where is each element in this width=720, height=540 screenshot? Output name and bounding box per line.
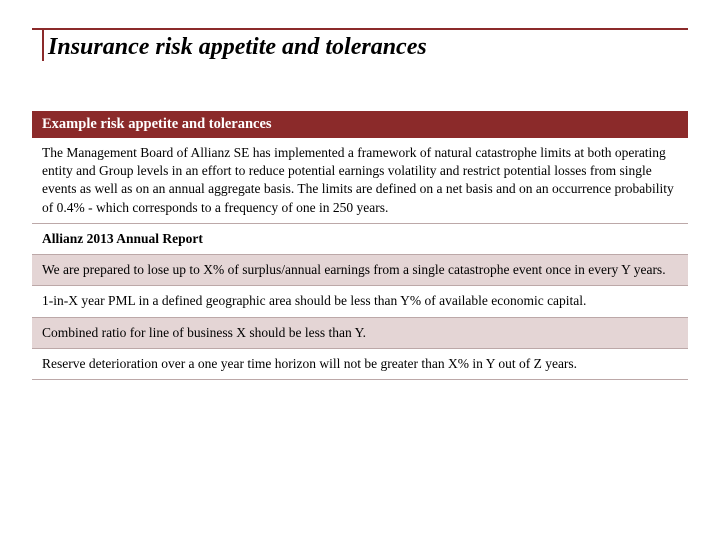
table-cell: Combined ratio for line of business X sh…	[32, 317, 688, 348]
table-row: Reserve deterioration over a one year ti…	[32, 348, 688, 379]
table-cell: 1-in-X year PML in a defined geographic …	[32, 286, 688, 317]
table-cell: The Management Board of Allianz SE has i…	[32, 138, 688, 223]
table-header-row: Example risk appetite and tolerances	[32, 111, 688, 138]
table-row: 1-in-X year PML in a defined geographic …	[32, 286, 688, 317]
table-row: We are prepared to lose up to X% of surp…	[32, 255, 688, 286]
title-box: Insurance risk appetite and tolerances	[42, 30, 688, 61]
table-row: The Management Board of Allianz SE has i…	[32, 138, 688, 223]
tolerances-table: Example risk appetite and tolerances The…	[32, 111, 688, 380]
table-row: Allianz 2013 Annual Report	[32, 223, 688, 254]
slide-container: Insurance risk appetite and tolerances E…	[0, 0, 720, 400]
page-title: Insurance risk appetite and tolerances	[48, 30, 688, 61]
table-cell: Reserve deterioration over a one year ti…	[32, 348, 688, 379]
table-header-cell: Example risk appetite and tolerances	[32, 111, 688, 138]
table-cell: Allianz 2013 Annual Report	[32, 223, 688, 254]
table-row: Combined ratio for line of business X sh…	[32, 317, 688, 348]
table-cell: We are prepared to lose up to X% of surp…	[32, 255, 688, 286]
